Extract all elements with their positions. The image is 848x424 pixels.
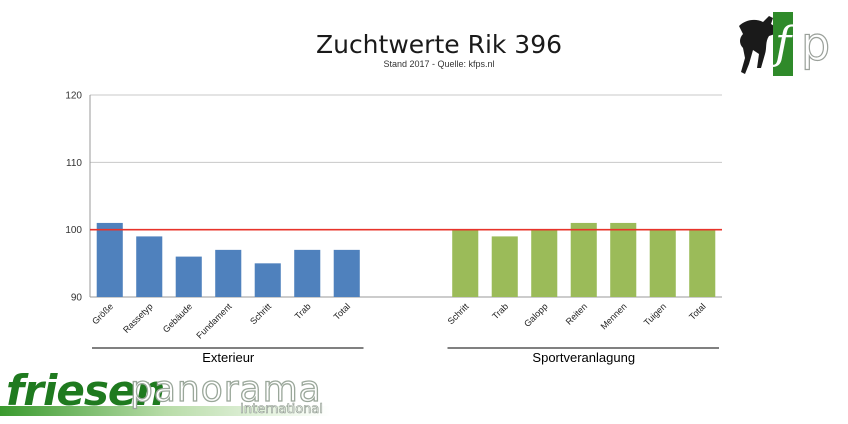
logo-word-panorama: panorama xyxy=(129,368,322,410)
group-label: Sportveranlagung xyxy=(532,350,635,365)
x-tick-label: Fundament xyxy=(194,301,234,341)
bar xyxy=(136,236,163,297)
bar xyxy=(689,229,716,297)
bar xyxy=(254,263,281,297)
y-tick-label: 90 xyxy=(71,293,83,304)
logo-green-bar xyxy=(773,12,793,76)
logo-word-international: International xyxy=(240,402,324,418)
x-tick-label: Reiten xyxy=(564,301,589,326)
friesenpanorama-logo: friesen panorama International xyxy=(0,366,330,424)
x-tick-label: Total xyxy=(687,301,708,322)
kfp-logo: kfp f p xyxy=(739,12,831,76)
y-tick-label: 110 xyxy=(66,158,82,169)
x-tick-label: Schritt xyxy=(446,301,471,326)
bar xyxy=(96,222,123,297)
x-tick-label: Tuigen xyxy=(642,301,668,327)
bar xyxy=(452,229,479,297)
logo-p-letter: p xyxy=(801,17,830,71)
x-tick-label: Mennen xyxy=(599,301,629,331)
bar xyxy=(333,249,360,297)
x-tick-label: Galopp xyxy=(522,301,550,329)
y-tick-label: 120 xyxy=(65,91,82,102)
x-tick-label: Total xyxy=(332,301,353,322)
bar xyxy=(215,249,242,297)
bar xyxy=(175,256,202,297)
chart-subtitle: Stand 2017 - Quelle: kfps.nl xyxy=(383,59,495,69)
bar xyxy=(531,229,558,297)
chart-title: Zuchtwerte Rik 396 xyxy=(315,30,563,59)
logo-f-letter: f xyxy=(772,18,798,69)
bar xyxy=(491,236,518,297)
bar xyxy=(610,222,637,297)
horse-silhouette-icon xyxy=(739,16,776,74)
logo-word-friesen: friesen xyxy=(6,366,165,415)
x-tick-label: Gebäude xyxy=(161,301,194,334)
bar xyxy=(294,249,321,297)
logo-gradient-bar xyxy=(0,406,330,416)
group-label: Exterieur xyxy=(202,350,255,365)
bar xyxy=(570,222,597,297)
x-tick-label: Rassetyp xyxy=(121,301,155,335)
y-tick-label: 100 xyxy=(65,225,82,236)
x-tick-label: Größe xyxy=(90,301,115,326)
x-tick-label: Trab xyxy=(490,301,510,321)
bar xyxy=(649,229,676,297)
x-tick-label: Schritt xyxy=(248,301,273,326)
x-tick-label: Trab xyxy=(293,301,313,321)
